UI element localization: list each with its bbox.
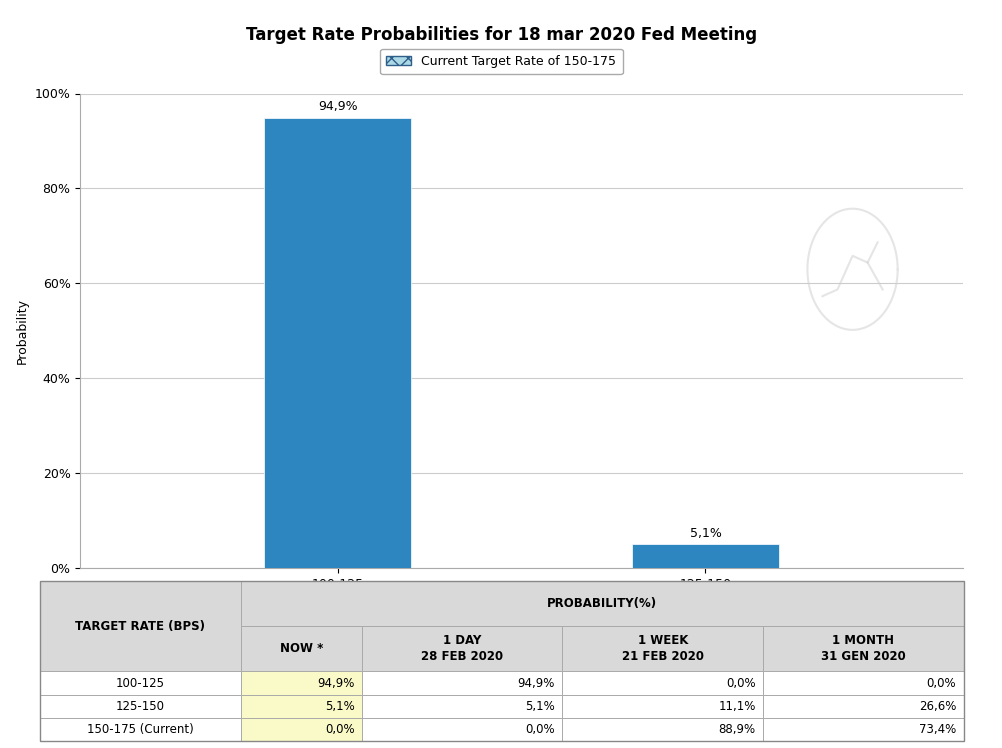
Y-axis label: Probability: Probability xyxy=(16,298,29,364)
Text: TARGET RATE (BPS): TARGET RATE (BPS) xyxy=(75,620,205,633)
Text: 1 DAY
28 FEB 2020: 1 DAY 28 FEB 2020 xyxy=(421,634,503,663)
Text: 0,0%: 0,0% xyxy=(525,723,554,736)
Text: 5,1%: 5,1% xyxy=(688,527,720,539)
Bar xyxy=(40,695,240,718)
Text: 100-125: 100-125 xyxy=(116,676,164,690)
Bar xyxy=(240,626,362,672)
Bar xyxy=(763,695,963,718)
Bar xyxy=(240,581,963,626)
Text: 1 WEEK
21 FEB 2020: 1 WEEK 21 FEB 2020 xyxy=(621,634,703,663)
X-axis label: Target Rate (in bps): Target Rate (in bps) xyxy=(460,597,582,610)
Bar xyxy=(240,672,362,695)
Text: 150-175 (Current): 150-175 (Current) xyxy=(87,723,193,736)
Bar xyxy=(240,695,362,718)
Bar xyxy=(763,718,963,741)
Bar xyxy=(362,695,562,718)
Bar xyxy=(362,626,562,672)
Text: 73,4%: 73,4% xyxy=(918,723,955,736)
Text: 88,9%: 88,9% xyxy=(717,723,755,736)
Bar xyxy=(362,718,562,741)
Bar xyxy=(40,672,240,695)
Text: Target Rate Probabilities for 18 mar 2020 Fed Meeting: Target Rate Probabilities for 18 mar 202… xyxy=(245,26,757,44)
Text: 94,9%: 94,9% xyxy=(318,100,357,113)
Bar xyxy=(264,117,411,568)
Text: 0,0%: 0,0% xyxy=(926,676,955,690)
Text: PROBABILITY(%): PROBABILITY(%) xyxy=(546,598,656,610)
Bar xyxy=(763,626,963,672)
Bar xyxy=(240,718,362,741)
Text: 5,1%: 5,1% xyxy=(525,700,554,713)
Text: 11,1%: 11,1% xyxy=(717,700,755,713)
Bar xyxy=(40,718,240,741)
Text: 94,9%: 94,9% xyxy=(517,676,554,690)
Text: 26,6%: 26,6% xyxy=(918,700,955,713)
Text: 1 MONTH
31 GEN 2020: 1 MONTH 31 GEN 2020 xyxy=(820,634,905,663)
Text: 0,0%: 0,0% xyxy=(725,676,755,690)
Bar xyxy=(562,672,763,695)
Legend: Current Target Rate of 150-175: Current Target Rate of 150-175 xyxy=(380,49,622,75)
Text: NOW *: NOW * xyxy=(280,643,323,655)
Bar xyxy=(40,581,240,672)
Bar xyxy=(562,718,763,741)
Text: 5,1%: 5,1% xyxy=(325,700,354,713)
Text: 94,9%: 94,9% xyxy=(317,676,354,690)
Bar xyxy=(362,672,562,695)
Text: 0,0%: 0,0% xyxy=(325,723,354,736)
Bar xyxy=(763,672,963,695)
Bar xyxy=(562,695,763,718)
Bar xyxy=(631,545,779,568)
Text: 125-150: 125-150 xyxy=(116,700,164,713)
Bar xyxy=(562,626,763,672)
